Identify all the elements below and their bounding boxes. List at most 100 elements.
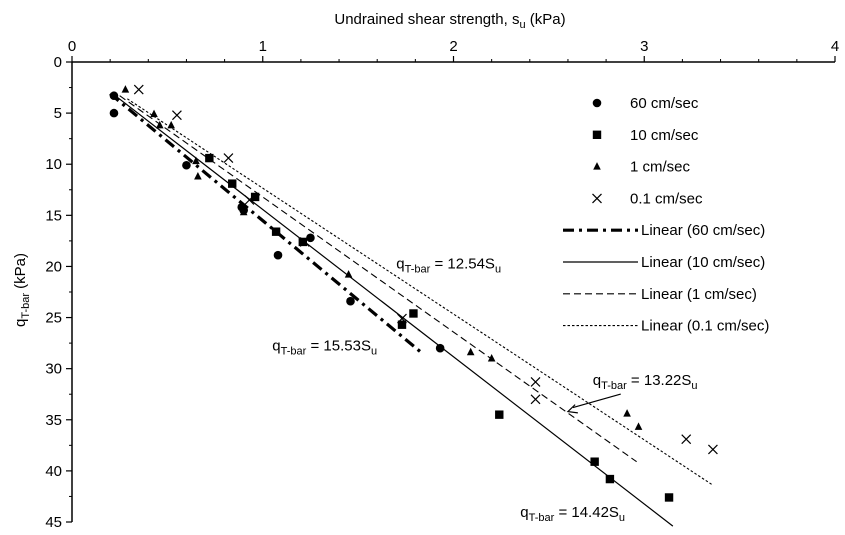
data-point-x: [681, 434, 692, 445]
data-point-x: [530, 377, 541, 387]
annotation-sub: T-bar: [601, 380, 627, 392]
legend: 60 cm/sec 10 cm/sec 1 cm/sec 0.1 cm/sec Line…: [563, 95, 769, 335]
annotation-equation: qT-bar = 15.53Su: [272, 337, 377, 357]
y-tick-label: 25: [45, 310, 62, 327]
annotation-q: q: [520, 504, 528, 521]
data-point-circle: [306, 233, 315, 243]
annotation-sub2: u: [619, 512, 625, 524]
y-tick-label: 30: [45, 361, 62, 378]
annotation-q: q: [593, 372, 601, 389]
data-point-square: [605, 474, 615, 484]
data-point-square: [298, 237, 308, 247]
data-point-triangle: [155, 120, 164, 129]
x-marker-stroke: [592, 193, 602, 204]
y-axis-title: qT-bar (kPa): [12, 253, 32, 327]
data-point-x: [397, 313, 407, 324]
trend-line: [113, 94, 674, 527]
annotation-equation: qT-bar = 13.22Su: [593, 372, 698, 392]
data-point-triangle: [167, 120, 175, 129]
x-tick-label: 3: [640, 38, 648, 55]
data-point-x: [133, 84, 144, 95]
data-point-square: [228, 179, 237, 188]
y-tick-label: 5: [54, 105, 62, 122]
legend-label: 1 cm/sec: [630, 159, 691, 176]
trend-line: [119, 95, 637, 463]
data-point-triangle: [121, 85, 130, 93]
x-tick-label: 4: [831, 38, 839, 55]
x-marker-stroke: [171, 110, 182, 121]
legend-label: 10 cm/sec: [630, 127, 699, 144]
annotation-arrow-head: [566, 404, 578, 414]
x-marker-stroke: [530, 377, 541, 387]
annotation-eq: = 12.54S: [430, 255, 495, 272]
data-point-square: [205, 153, 214, 163]
axes: [66, 56, 836, 523]
annotation-arrow-shaft: [572, 393, 621, 409]
data-point-triangle: [150, 109, 158, 118]
data-point-triangle: [194, 171, 202, 180]
x-marker-stroke: [133, 84, 144, 95]
data-point-circle: [109, 108, 119, 118]
data-point-triangle: [239, 207, 248, 216]
data-points: [109, 84, 718, 502]
trend-line: [127, 98, 714, 486]
data-point-triangle: [634, 422, 643, 430]
x-tick-label: 2: [449, 38, 457, 55]
y-tick-label: 15: [45, 207, 62, 224]
x-axis-title-unit: (kPa): [526, 11, 566, 28]
y-axis-title-main: q: [12, 319, 29, 327]
x-tick-label: 1: [259, 38, 267, 55]
x-marker-stroke: [244, 195, 255, 205]
data-point-square: [250, 192, 260, 202]
legend-label: 60 cm/sec: [630, 95, 699, 112]
data-point-x: [171, 110, 182, 121]
annotation-sub: T-bar: [405, 263, 431, 275]
data-point-x: [244, 195, 255, 205]
y-tick-label: 0: [54, 54, 62, 71]
data-point-triangle: [623, 409, 631, 417]
annotation-sub2: u: [691, 380, 697, 392]
data-point-triangle: [344, 270, 353, 278]
data-point-circle: [435, 343, 445, 353]
x-marker-stroke: [681, 434, 692, 445]
annotation-sub2: u: [371, 345, 377, 357]
y-tick-label: 20: [45, 258, 62, 275]
data-point-square: [409, 309, 418, 318]
y-tick-label: 35: [45, 412, 62, 429]
data-point-square: [495, 410, 504, 419]
legend-marker-swatch: [592, 193, 602, 204]
data-point-triangle: [192, 156, 200, 165]
data-point-triangle: [466, 347, 475, 356]
x-axis-title-main: Undrained shear strength, s: [334, 11, 519, 28]
legend-label: Linear (10 cm/sec): [641, 254, 765, 271]
legend-label: Linear (0.1 cm/sec): [641, 318, 769, 335]
data-point-x: [530, 394, 541, 405]
x-marker-stroke: [397, 313, 407, 324]
legend-marker-swatch: [592, 98, 602, 108]
data-point-x: [707, 444, 718, 455]
legend-label: Linear (60 cm/sec): [641, 222, 765, 239]
y-tick-label: 45: [45, 514, 62, 531]
data-point-square: [590, 457, 599, 466]
legend-label: 0.1 cm/sec: [630, 190, 703, 207]
annotation-equation: qT-bar = 12.54Su: [396, 255, 501, 275]
data-point-square: [664, 493, 674, 502]
annotation-eq: = 14.42S: [554, 504, 619, 521]
y-axis-title-unit: (kPa): [12, 253, 29, 293]
data-point-square: [397, 320, 407, 329]
x-axis-title-sub: u: [519, 19, 525, 31]
data-point-x: [299, 236, 310, 247]
x-marker-stroke: [299, 236, 310, 247]
annotation-q: q: [396, 255, 404, 272]
y-tick-label: 40: [45, 463, 62, 480]
data-point-triangle: [487, 353, 496, 362]
annotation-sub: T-bar: [281, 345, 307, 357]
x-tick-label: 0: [68, 38, 76, 55]
trend-line: [109, 92, 423, 354]
annotation-q: q: [272, 337, 280, 354]
annotation-sub2: u: [495, 263, 501, 275]
legend-marker-swatch: [592, 130, 602, 139]
data-point-circle: [182, 160, 191, 170]
